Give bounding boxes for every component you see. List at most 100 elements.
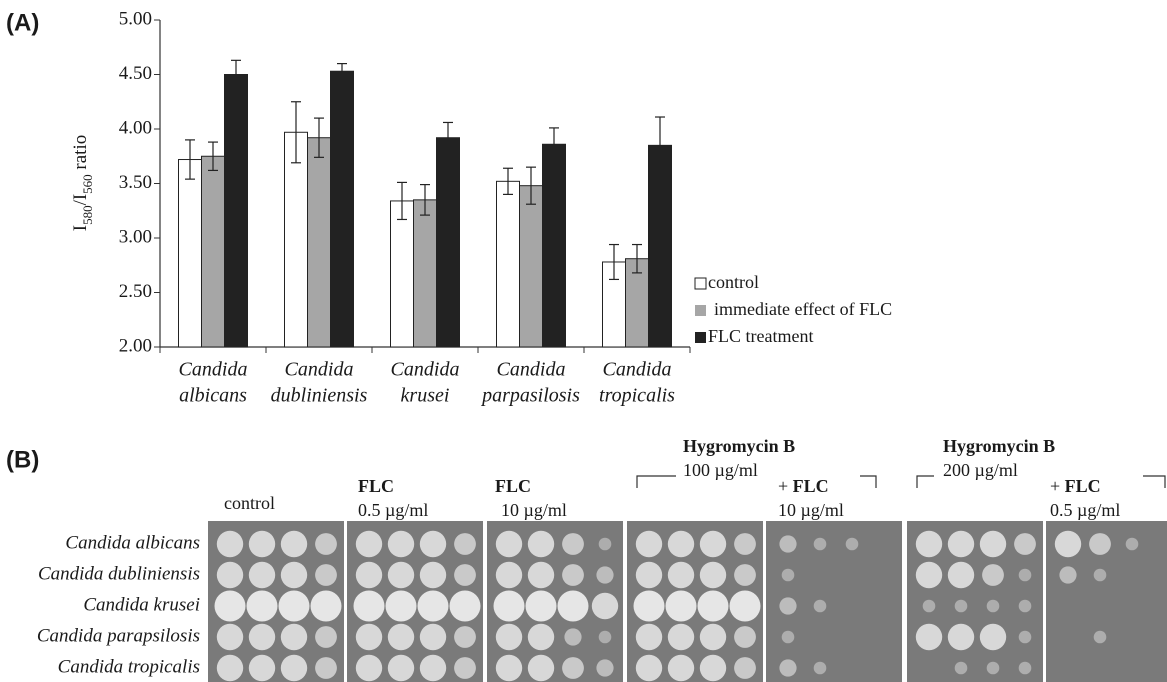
colony-spot — [730, 591, 761, 622]
condition-dose: 200 µg/ml — [943, 460, 1018, 480]
colony-spot — [217, 562, 243, 588]
colony-spot — [1019, 631, 1032, 644]
bar — [285, 132, 308, 347]
colony-spot — [528, 531, 554, 557]
condition-prefix: + — [778, 476, 793, 496]
colony-spot — [249, 531, 275, 557]
y-tick-label: 5.00 — [119, 8, 152, 29]
colony-spot — [450, 591, 481, 622]
colony-spot — [596, 566, 613, 583]
colony-spot — [948, 531, 974, 557]
colony-spot — [420, 655, 446, 681]
colony-spot — [636, 624, 662, 650]
y-tick-label: 4.50 — [119, 63, 152, 84]
y-tick-label: 2.00 — [119, 335, 152, 356]
colony-spot — [814, 538, 827, 551]
colony-spot — [558, 591, 589, 622]
condition-dose: 100 µg/ml — [683, 460, 758, 480]
bar — [520, 186, 543, 347]
bracket — [860, 476, 876, 488]
condition-label: FLC — [495, 476, 531, 496]
y-axis-title-part: 580 — [80, 205, 95, 225]
colony-spot — [526, 591, 557, 622]
colony-spot — [454, 626, 476, 648]
condition-label: Hygromycin B — [943, 436, 1055, 456]
colony-spot — [315, 533, 337, 555]
condition-dose: 0.5 µg/ml — [358, 500, 428, 520]
colony-spot — [634, 591, 665, 622]
bar — [179, 160, 202, 347]
colony-spot — [528, 562, 554, 588]
colony-spot — [217, 655, 243, 681]
y-axis-title-part: 560 — [80, 174, 95, 194]
condition-dose: 0.5 µg/ml — [1050, 500, 1120, 520]
colony-spot — [388, 562, 414, 588]
colony-spot — [668, 562, 694, 588]
x-tick-label: Candida — [179, 359, 248, 381]
colony-spot — [562, 564, 584, 586]
colony-spot — [564, 628, 581, 645]
y-tick-label: 3.50 — [119, 172, 152, 193]
colony-spot — [1094, 631, 1107, 644]
condition-drug: FLC — [1065, 476, 1101, 496]
colony-spot — [666, 591, 697, 622]
colony-spot — [454, 564, 476, 586]
colony-spot — [528, 624, 554, 650]
colony-spot — [779, 659, 796, 676]
colony-spot — [496, 655, 522, 681]
legend-swatch — [695, 278, 706, 289]
strain-label: Candida dubliniensis — [38, 563, 200, 584]
colony-spot — [247, 591, 278, 622]
colony-spot — [916, 624, 942, 650]
colony-spot — [948, 624, 974, 650]
bar — [202, 156, 225, 347]
colony-spot — [814, 600, 827, 613]
colony-spot — [454, 657, 476, 679]
colony-spot — [636, 655, 662, 681]
condition-label: + FLC — [778, 476, 829, 496]
colony-spot — [249, 624, 275, 650]
bar — [308, 138, 331, 347]
strain-label: Candida krusei — [83, 594, 200, 615]
colony-spot — [734, 657, 756, 679]
bar — [437, 138, 460, 347]
colony-spot — [496, 624, 522, 650]
colony-spot — [1059, 566, 1076, 583]
colony-spot — [700, 562, 726, 588]
colony-spot — [955, 600, 968, 613]
colony-spot — [948, 562, 974, 588]
colony-spot — [734, 626, 756, 648]
colony-spot — [1019, 600, 1032, 613]
colony-spot — [386, 591, 417, 622]
colony-spot — [356, 562, 382, 588]
condition-drug: FLC — [793, 476, 829, 496]
colony-spot — [1019, 569, 1032, 582]
colony-spot — [562, 533, 584, 555]
colony-spot — [315, 564, 337, 586]
colony-spot — [987, 600, 1000, 613]
bar — [649, 145, 672, 347]
bar — [543, 144, 566, 347]
legend-label: FLC treatment — [708, 326, 813, 346]
y-tick-label: 3.00 — [119, 226, 152, 247]
x-tick-label: albicans — [179, 385, 247, 407]
colony-spot — [420, 624, 446, 650]
colony-spot — [700, 624, 726, 650]
colony-spot — [494, 591, 525, 622]
colony-spot — [636, 531, 662, 557]
y-tick-label: 2.50 — [119, 281, 152, 302]
colony-spot — [281, 531, 307, 557]
y-axis-title-part: ratio — [70, 135, 91, 175]
legend-swatch — [695, 305, 706, 316]
strain-label: Candida albicans — [65, 532, 200, 553]
colony-spot — [311, 591, 342, 622]
condition-label: Hygromycin B — [683, 436, 795, 456]
x-tick-label: Candida — [285, 359, 354, 381]
panel-label: (B) — [6, 446, 39, 473]
condition-dose: 10 µg/ml — [778, 500, 844, 520]
colony-spot — [599, 631, 612, 644]
colony-spot — [281, 562, 307, 588]
condition-drug: Hygromycin B — [683, 436, 795, 456]
colony-spot — [1126, 538, 1139, 551]
colony-spot — [846, 538, 859, 551]
